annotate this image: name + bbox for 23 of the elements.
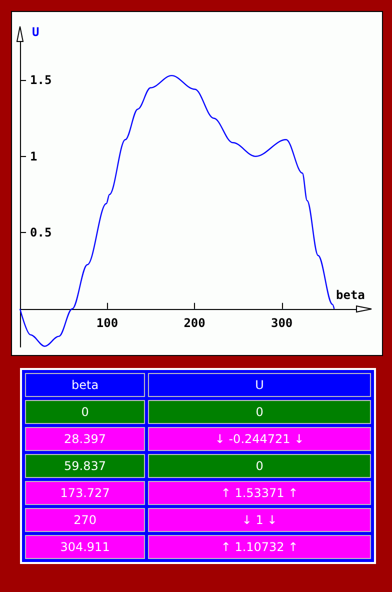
text: ↓ -0.244721 ↓ <box>214 432 304 446</box>
text: ↑ 1.10732 ↑ <box>220 540 298 554</box>
category-label: beta <box>25 373 146 397</box>
text: 270 <box>74 513 96 527</box>
category-label: U <box>148 373 371 397</box>
y-axis-title: U <box>32 25 40 39</box>
text: 173.727 <box>60 486 110 500</box>
x-tick-label: 200 <box>184 316 206 330</box>
x-tick-label: 300 <box>270 316 293 330</box>
text: 59.837 <box>64 459 106 473</box>
y-tick-label: 1 <box>30 149 38 164</box>
text: ↑ 1.53371 ↑ <box>220 486 298 500</box>
x-tick-label: 100 <box>96 316 118 330</box>
y-tick-label: 0.5 <box>30 226 52 240</box>
text: 0 <box>81 405 89 419</box>
text: 0 <box>256 459 264 473</box>
text: 304.911 <box>60 540 110 554</box>
text: 0 <box>256 405 264 419</box>
x-axis-title: beta <box>336 288 365 302</box>
line-series <box>19 74 335 347</box>
text: ↓ 1 ↓ <box>242 513 278 527</box>
y-tick-label: 1.5 <box>30 73 52 88</box>
text: 28.397 <box>64 432 106 446</box>
